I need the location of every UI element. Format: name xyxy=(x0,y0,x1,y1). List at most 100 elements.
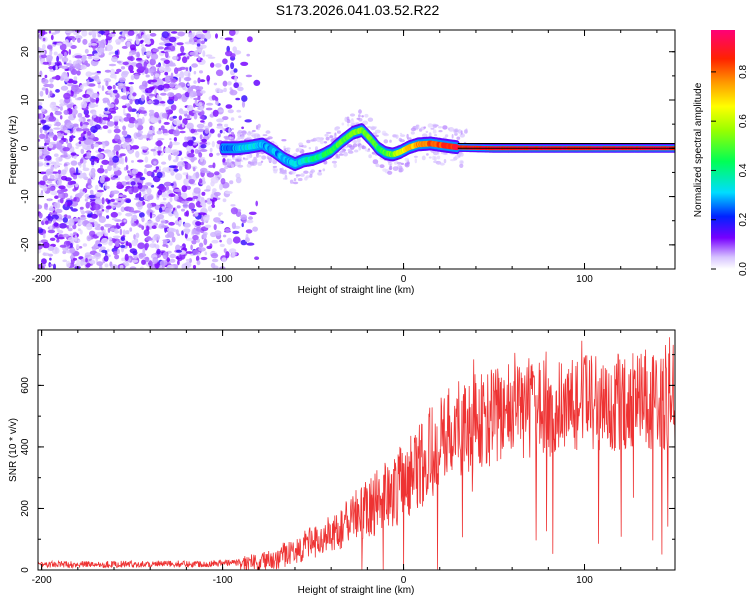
noise-speckle xyxy=(177,190,182,197)
heatmap-signal xyxy=(219,123,675,172)
noise-speckle xyxy=(426,153,429,156)
noise-speckle xyxy=(55,89,60,93)
noise-speckle xyxy=(192,167,196,172)
colorbar-tick-label: 0.6 xyxy=(738,114,749,128)
noise-speckle xyxy=(432,129,437,134)
noise-speckle xyxy=(95,184,99,191)
noise-speckle xyxy=(44,157,47,162)
noise-speckle xyxy=(171,149,180,156)
noise-speckle xyxy=(336,130,341,134)
noise-speckle xyxy=(373,132,377,136)
noise-speckle xyxy=(77,112,83,118)
noise-speckle xyxy=(196,260,201,266)
noise-speckle xyxy=(439,162,445,166)
noise-speckle xyxy=(132,92,137,97)
noise-speckle xyxy=(193,112,198,120)
noise-speckle xyxy=(173,119,181,126)
noise-speckle xyxy=(102,97,110,103)
noise-speckle xyxy=(165,109,171,113)
noise-speckle xyxy=(97,189,104,193)
noise-speckle xyxy=(160,125,165,131)
noise-speckle xyxy=(74,105,78,110)
noise-speckle xyxy=(210,262,216,269)
noise-speckle xyxy=(67,83,74,87)
noise-speckle xyxy=(219,183,223,191)
noise-speckle xyxy=(190,244,193,251)
noise-speckle xyxy=(211,94,216,101)
noise-speckle xyxy=(95,252,101,257)
noise-speckle xyxy=(202,50,206,57)
noise-speckle xyxy=(111,190,120,195)
noise-speckle xyxy=(48,132,55,138)
noise-speckle xyxy=(173,188,181,193)
noise-speckle xyxy=(240,214,248,221)
noise-speckle xyxy=(387,170,393,175)
noise-speckle xyxy=(71,208,78,212)
noise-speckle xyxy=(47,229,56,234)
noise-speckle xyxy=(162,252,168,260)
noise-speckle xyxy=(73,76,78,81)
noise-speckle xyxy=(59,103,65,107)
noise-speckle xyxy=(56,163,62,166)
noise-speckle xyxy=(55,156,63,162)
noise-speckle xyxy=(125,242,132,247)
y-tick-label: 10 xyxy=(20,94,31,106)
noise-speckle xyxy=(246,53,250,57)
noise-speckle xyxy=(103,255,109,262)
noise-speckle xyxy=(161,31,169,39)
noise-speckle xyxy=(220,178,226,185)
noise-speckle xyxy=(128,52,133,57)
noise-speckle xyxy=(146,203,152,209)
noise-speckle xyxy=(166,264,174,269)
noise-speckle xyxy=(94,198,102,205)
noise-speckle xyxy=(98,147,102,153)
noise-speckle xyxy=(438,130,443,133)
noise-speckle xyxy=(209,128,215,134)
noise-speckle xyxy=(245,74,253,78)
noise-speckle xyxy=(228,158,232,163)
noise-speckle xyxy=(77,228,81,232)
noise-speckle xyxy=(42,175,48,182)
noise-speckle xyxy=(170,31,178,34)
noise-speckle xyxy=(118,77,126,83)
noise-speckle xyxy=(265,130,271,134)
noise-speckle xyxy=(121,257,126,262)
noise-speckle xyxy=(260,160,264,163)
noise-speckle xyxy=(48,141,56,145)
noise-speckle xyxy=(122,229,126,236)
noise-speckle xyxy=(112,84,116,90)
noise-speckle xyxy=(127,206,135,213)
noise-speckle xyxy=(116,181,123,187)
noise-speckle xyxy=(149,212,153,219)
noise-speckle xyxy=(46,162,50,166)
noise-speckle xyxy=(170,228,177,233)
noise-speckle xyxy=(237,86,244,92)
noise-speckle xyxy=(100,246,106,251)
noise-speckle xyxy=(132,214,138,222)
noise-speckle xyxy=(81,172,87,179)
noise-speckle xyxy=(414,158,417,164)
noise-speckle xyxy=(77,192,84,197)
noise-speckle xyxy=(118,157,123,164)
noise-speckle xyxy=(70,45,77,49)
noise-speckle xyxy=(161,112,168,119)
noise-speckle xyxy=(64,177,72,182)
noise-speckle xyxy=(120,118,124,123)
noise-speckle xyxy=(163,132,169,136)
noise-speckle xyxy=(222,198,227,203)
noise-speckle xyxy=(218,109,224,113)
noise-speckle xyxy=(110,68,115,76)
noise-speckle xyxy=(122,125,126,131)
noise-speckle xyxy=(415,125,419,131)
noise-speckle xyxy=(165,234,170,239)
noise-speckle xyxy=(224,190,233,195)
noise-speckle xyxy=(333,163,337,168)
noise-speckle xyxy=(164,71,169,76)
noise-speckle xyxy=(322,168,326,172)
noise-speckle xyxy=(45,155,52,161)
noise-speckle xyxy=(59,99,65,104)
y-tick-label: -10 xyxy=(20,189,31,204)
noise-speckle xyxy=(49,237,56,241)
noise-speckle xyxy=(156,248,161,255)
noise-speckle xyxy=(128,82,134,85)
